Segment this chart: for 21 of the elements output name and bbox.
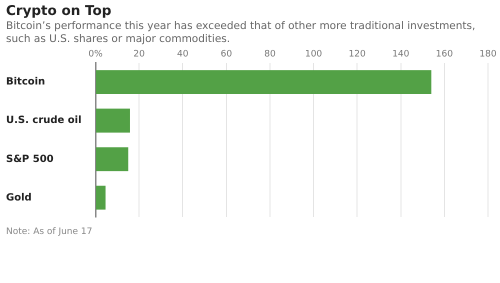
bar bbox=[96, 70, 432, 94]
y-tick-label: S&P 500 bbox=[6, 154, 54, 165]
y-tick-label: Bitcoin bbox=[6, 76, 46, 88]
x-tick-label: 60 bbox=[220, 50, 232, 60]
chart-title: Crypto on Top bbox=[6, 3, 112, 19]
x-tick-label: 120 bbox=[348, 50, 366, 60]
text: Note: As of June 17 bbox=[6, 226, 94, 239]
x-tick-label: 0% bbox=[88, 50, 104, 60]
bar bbox=[96, 108, 130, 133]
x-tick-label: 180 bbox=[479, 50, 497, 60]
x-tick-label: 40 bbox=[177, 50, 189, 60]
x-tick-label: 160 bbox=[436, 50, 454, 60]
x-tick-label: 140 bbox=[392, 50, 410, 60]
bar bbox=[96, 147, 128, 172]
bar bbox=[96, 186, 106, 210]
x-tick-label: 20 bbox=[133, 50, 146, 60]
y-tick-label: Gold bbox=[6, 192, 32, 204]
chart-subtitle: Bitcoin’s performance this year has exceeded that of other more traditional investments, such as U.S. shares or major commodities. bbox=[6, 20, 476, 46]
x-tick-label: 100 bbox=[304, 50, 322, 60]
y-tick-label: U.S. crude oil bbox=[6, 115, 82, 126]
x-tick-label: 80 bbox=[264, 50, 276, 60]
